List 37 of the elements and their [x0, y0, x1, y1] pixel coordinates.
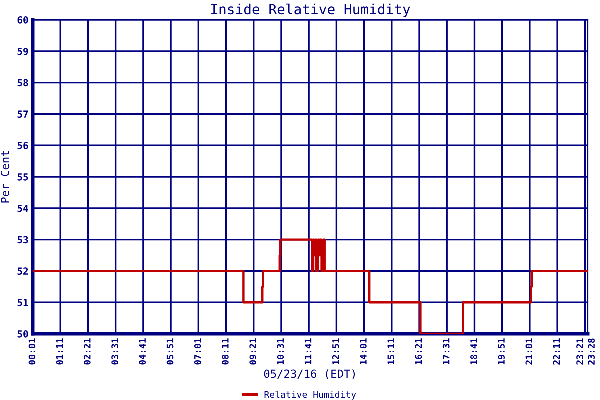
y-tick-label: 54	[18, 205, 28, 212]
x-tick-label: 03:31	[112, 338, 118, 365]
x-tick-label: 14:01	[360, 338, 367, 365]
x-tick-label: 12:51	[332, 338, 340, 365]
x-tick-label: 17:31	[442, 338, 450, 365]
legend-label: Relative Humidity	[264, 391, 356, 400]
y-tick-label: 52	[18, 268, 28, 276]
x-tick-label: 01:11	[56, 338, 64, 365]
y-tick-label: 56	[18, 142, 28, 150]
y-tick-label: 60	[18, 16, 28, 24]
y-tick-label: 58	[18, 79, 28, 87]
x-tick-label: 23:28	[588, 338, 595, 365]
x-tick-label: 21:01	[526, 338, 533, 365]
y-tick-label: 57	[18, 110, 28, 118]
x-tick-label: 07:01	[194, 338, 202, 365]
y-axis-title: Per Cent	[1, 151, 10, 203]
x-tick-label: 00:01	[28, 338, 36, 365]
x-tick-label: 10:31	[277, 338, 284, 365]
x-tick-label: 09:21	[250, 338, 257, 365]
chart-title: Inside Relative Humidity	[212, 4, 410, 18]
x-tick-label: 04:41	[139, 338, 146, 365]
y-tick-label: 50	[18, 330, 28, 338]
y-tick-label: 51	[18, 299, 28, 306]
x-tick-label: 16:21	[415, 338, 422, 365]
x-tick-label: 05:51	[166, 338, 174, 365]
x-tick-label: 08:11	[222, 338, 229, 365]
x-tick-label: 19:51	[498, 338, 505, 365]
x-tick-label: 18:41	[470, 338, 478, 365]
y-tick-label: 55	[18, 174, 28, 181]
x-tick-label: 23:21	[576, 338, 584, 365]
y-tick-label: 59	[18, 48, 28, 56]
x-tick-label: 15:11	[388, 338, 395, 365]
x-tick-label: 02:21	[84, 338, 91, 365]
x-axis-title: 05/23/16 (EDT)	[264, 370, 356, 380]
x-tick-label: 11:41	[304, 338, 312, 365]
x-tick-label: 22:11	[553, 338, 560, 365]
y-tick-label: 53	[18, 236, 28, 244]
